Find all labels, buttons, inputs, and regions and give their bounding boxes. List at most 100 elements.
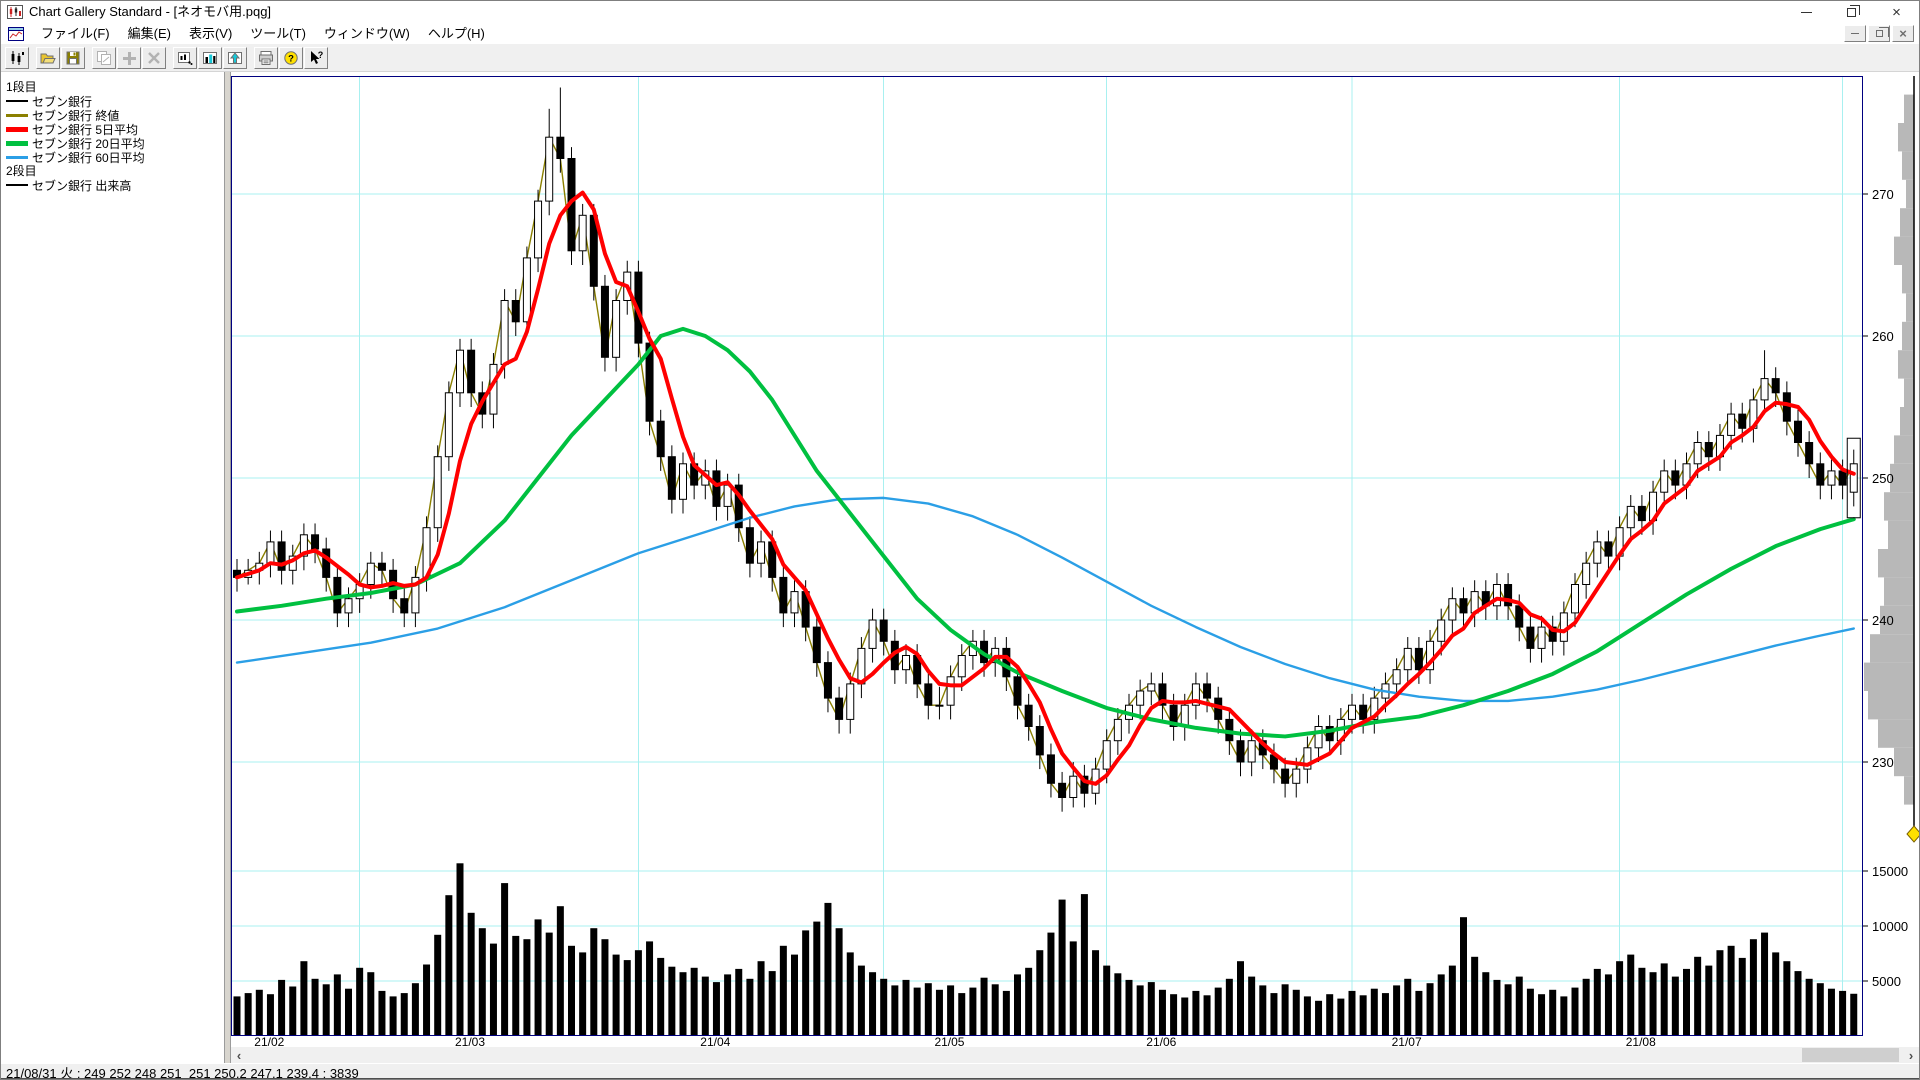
toolbar-button-candlestick-chart[interactable] — [5, 46, 29, 69]
mdi-window-controls: × — [1844, 25, 1914, 42]
pane-splitter[interactable] — [224, 72, 231, 1063]
legend-item-2-0: セブン銀行 出来高 — [6, 178, 224, 193]
legend-item-1-1: セブン銀行 終値 — [6, 108, 224, 123]
status-bar: 21/08/31 火 : 249 252 248 251 251 250.2 2… — [1, 1063, 1919, 1080]
mdi-close-button[interactable]: × — [1892, 25, 1914, 42]
candlesticks — [233, 87, 1858, 812]
pane1-label: 1段目 — [6, 80, 37, 94]
plot-border — [231, 76, 1863, 1036]
toolbar-button-context-help[interactable]: ? — [304, 46, 328, 69]
legend-label: セブン銀行 — [32, 94, 93, 109]
legend-line-swatch — [6, 155, 28, 159]
add-icon — [121, 50, 137, 66]
mdi-restore-icon — [1875, 27, 1889, 37]
svg-text:21/02: 21/02 — [254, 1035, 284, 1047]
toolbar-button-print[interactable] — [254, 46, 278, 69]
legend-label: セブン銀行 60日平均 — [32, 150, 145, 165]
delete-icon — [146, 50, 162, 66]
title-bar: Chart Gallery Standard - [ネオモバ用.pqg] × — [1, 1, 1919, 23]
volume-profile — [1864, 94, 1914, 805]
restore-button[interactable] — [1829, 1, 1874, 23]
close-button[interactable]: × — [1874, 1, 1919, 23]
legend-item-1-3: セブン銀行 20日平均 — [6, 136, 224, 151]
toolbar-button-open-folder[interactable] — [36, 46, 60, 69]
toolbar-button-chart-bar[interactable] — [198, 46, 222, 69]
svg-text:21/05: 21/05 — [934, 1035, 964, 1047]
close-line — [236, 135, 1855, 799]
chart-area[interactable]: 270 260 250 240 230 15000 10000 5000 21/02 21/03 2… — [231, 72, 1920, 1047]
marker-diamond-handle[interactable] — [1906, 825, 1920, 843]
legend-line-swatch — [6, 126, 28, 132]
svg-text:5000: 5000 — [1872, 974, 1901, 989]
chart-up-icon — [227, 50, 243, 66]
menu-item-2[interactable]: 表示(V) — [188, 26, 233, 41]
minimize-button[interactable] — [1784, 1, 1829, 23]
toolbar-button-add — [117, 46, 141, 69]
legend-label: セブン銀行 終値 — [32, 108, 120, 123]
menu-items: ファイル(F) 編集(E) 表示(V) ツール(T) ウィンドウ(W) ヘルプ(H) — [32, 23, 494, 44]
scrollbar-thumb[interactable] — [1802, 1048, 1899, 1062]
svg-text:230: 230 — [1872, 755, 1894, 770]
svg-text:260: 260 — [1872, 329, 1894, 344]
pane2-label: 2段目 — [6, 164, 37, 178]
ma5-line — [235, 190, 1856, 786]
menu-item-4[interactable]: ウィンドウ(W) — [323, 26, 410, 41]
svg-text:240: 240 — [1872, 613, 1894, 628]
horizontal-scrollbar[interactable]: ‹ › — [231, 1047, 1919, 1063]
chart-document-icon[interactable] — [8, 26, 24, 42]
toolbar-button-delete — [142, 46, 166, 69]
svg-text:21/08: 21/08 — [1626, 1035, 1656, 1047]
volume-bars — [233, 863, 1858, 1036]
legend-line-swatch — [6, 113, 28, 117]
svg-text:21/07: 21/07 — [1392, 1035, 1422, 1047]
svg-text:15000: 15000 — [1872, 864, 1908, 879]
candlestick-chart-icon — [9, 50, 25, 66]
svg-text:21/06: 21/06 — [1146, 1035, 1176, 1047]
legend-label: セブン銀行 20日平均 — [32, 136, 145, 151]
restore-icon — [1847, 4, 1860, 17]
mdi-restore-button[interactable] — [1868, 25, 1890, 42]
close-icon: × — [1892, 3, 1901, 21]
toolbar-button-chart-dots[interactable] — [173, 46, 197, 69]
status-text: 21/08/31 火 : 249 252 248 251 251 250.2 2… — [6, 1066, 359, 1080]
minimize-icon — [1801, 11, 1812, 13]
toolbar-button-help[interactable]: ? — [279, 46, 303, 69]
menu-item-1[interactable]: 編集(E) — [127, 26, 171, 41]
print-icon — [258, 50, 274, 66]
menu-item-0[interactable]: ファイル(F) — [41, 26, 110, 41]
menu-bar: ファイル(F) 編集(E) 表示(V) ツール(T) ウィンドウ(W) ヘルプ(H) × — [1, 23, 1919, 44]
save-icon — [65, 50, 81, 66]
scroll-right-arrow[interactable]: › — [1908, 1047, 1914, 1063]
menu-item-5[interactable]: ヘルプ(H) — [427, 26, 485, 41]
mdi-minimize-icon — [1851, 33, 1859, 34]
ma60-line — [235, 496, 1855, 703]
svg-text:21/04: 21/04 — [700, 1035, 730, 1047]
time-axis-labels: 21/02 21/03 21/04 21/05 21/06 21/07 21/08 — [254, 1035, 1656, 1047]
scroll-left-arrow[interactable]: ‹ — [236, 1047, 242, 1063]
svg-text:?: ? — [318, 50, 324, 60]
legend-item-1-0: セブン銀行 — [6, 94, 224, 109]
chart-bar-icon — [202, 50, 218, 66]
menu-item-3[interactable]: ツール(T) — [250, 26, 306, 41]
mdi-minimize-button[interactable] — [1844, 25, 1866, 42]
toolbar-button-save[interactable] — [61, 46, 85, 69]
svg-text:250: 250 — [1872, 471, 1894, 486]
selected-candle-box — [1846, 437, 1861, 519]
price-axis-labels: 270 260 250 240 230 15000 10000 5000 — [1863, 187, 1908, 989]
svg-text:?: ? — [288, 53, 294, 64]
legend-panel: 1段目 セブン銀行 セブン銀行 終値 セブン銀行 5日平均 セブン銀行 20日平均 セブン… — [1, 72, 224, 1047]
legend-label: セブン銀行 出来高 — [32, 178, 132, 193]
mdi-close-icon: × — [1899, 26, 1907, 41]
toolbar: ?? — [1, 44, 1919, 72]
window-bottom-edge — [1, 1078, 1919, 1079]
legend-item-1-4: セブン銀行 60日平均 — [6, 150, 224, 165]
toolbar-button-chart-copy — [92, 46, 116, 69]
legend-line-swatch — [6, 100, 28, 102]
help-icon: ? — [283, 50, 299, 66]
ma20-line — [235, 326, 1856, 739]
legend-label: セブン銀行 5日平均 — [32, 122, 139, 137]
app-icon — [7, 4, 23, 20]
legend-line-swatch — [6, 140, 28, 146]
toolbar-button-chart-up[interactable] — [223, 46, 247, 69]
